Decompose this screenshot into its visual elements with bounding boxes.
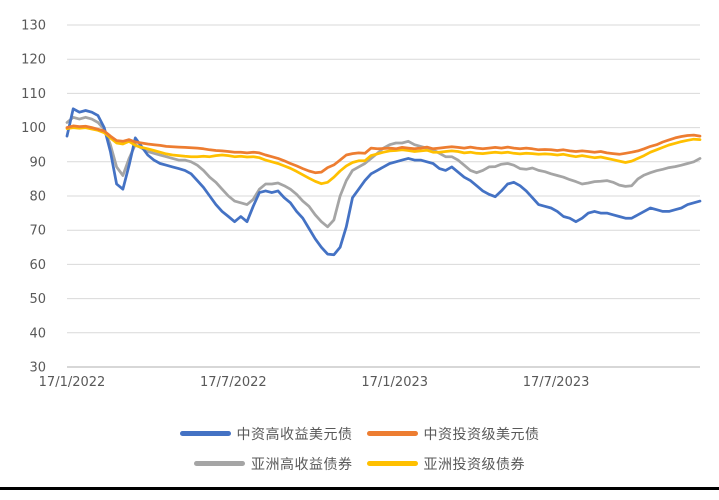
y-tick-label: 60 [29, 258, 46, 273]
x-tick-label: 17/7/2022 [200, 375, 267, 390]
y-tick-label: 50 [29, 292, 46, 307]
legend-label-cn-ig-usd: 中资投资级美元债 [423, 426, 540, 443]
y-tick-label: 130 [21, 19, 46, 34]
y-tick-label: 90 [29, 155, 46, 170]
legend-label-asia-ig: 亚洲投资级债券 [423, 456, 525, 473]
y-tick-label: 80 [29, 190, 46, 205]
series-line-0 [65, 107, 702, 257]
legend-label-cn-hy-usd: 中资高收益美元债 [236, 426, 353, 443]
legend-swatch-cn-ig-usd [366, 431, 418, 436]
bottom-divider [0, 487, 719, 490]
legend-label-asia-hy: 亚洲高收益债券 [251, 456, 353, 473]
x-tick-label: 17/1/2022 [39, 375, 106, 390]
y-tick-label: 40 [29, 326, 46, 341]
legend-swatch-asia-hy [194, 461, 245, 466]
legend-item-cn-ig-usd: 中资投资级美元债 [366, 424, 540, 443]
y-tick-label: 70 [29, 224, 46, 239]
series-line-1 [65, 124, 702, 175]
legend-item-asia-ig: 亚洲投资级债券 [366, 454, 526, 473]
y-tick-label: 120 [21, 53, 46, 68]
y-tick-label: 30 [29, 361, 46, 376]
y-tick-label: 110 [21, 87, 46, 102]
x-tick-label: 17/7/2023 [523, 375, 590, 390]
legend-row-2: 亚洲高收益债券 亚洲投资级债券 [194, 454, 525, 473]
legend-item-cn-hy-usd: 中资高收益美元债 [179, 424, 353, 443]
x-tick-label: 17/1/2023 [361, 375, 428, 390]
series-line-3 [65, 126, 702, 186]
series-line-2 [65, 115, 702, 229]
y-tick-label: 100 [21, 121, 46, 136]
legend-row-1: 中资高收益美元债 中资投资级美元债 [179, 424, 540, 443]
chart-legend: 中资高收益美元债 中资投资级美元债 亚洲高收益债券 亚洲投资级债券 [0, 424, 719, 473]
legend-swatch-asia-ig [366, 461, 418, 466]
legend-swatch-cn-hy-usd [179, 431, 231, 436]
legend-item-asia-hy: 亚洲高收益债券 [194, 454, 353, 473]
